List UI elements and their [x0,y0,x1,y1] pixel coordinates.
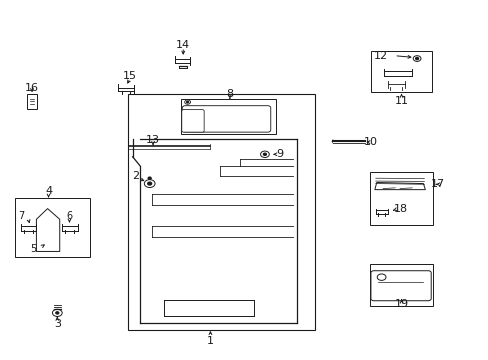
Circle shape [415,58,418,60]
Circle shape [263,153,266,156]
Text: 3: 3 [54,319,61,329]
Circle shape [186,102,188,103]
Text: 8: 8 [226,89,233,99]
Bar [15,198,90,257]
FancyBboxPatch shape [182,106,270,132]
Text: 2: 2 [132,171,140,181]
Circle shape [147,182,151,185]
Polygon shape [374,183,425,190]
Polygon shape [36,208,60,251]
Bar [127,94,314,330]
Bar [370,51,431,93]
Circle shape [148,177,151,179]
Text: 10: 10 [363,137,377,147]
Text: 9: 9 [275,149,283,159]
Circle shape [56,312,59,314]
Text: 5: 5 [30,244,36,254]
Bar [369,172,432,225]
Text: 16: 16 [25,83,39,93]
Text: 11: 11 [394,96,407,107]
Bar [27,94,37,109]
Text: 19: 19 [394,299,408,309]
Bar [181,99,276,134]
Text: 1: 1 [206,336,214,346]
Text: 4: 4 [45,186,52,197]
FancyBboxPatch shape [182,110,203,132]
Text: 12: 12 [373,51,387,61]
Text: 6: 6 [66,211,72,221]
Text: 14: 14 [176,40,190,50]
Bar [369,264,432,306]
Text: 15: 15 [123,71,137,81]
FancyBboxPatch shape [370,271,430,301]
Text: 7: 7 [19,211,25,221]
Text: 13: 13 [146,135,160,145]
Text: 18: 18 [393,203,407,213]
Text: 17: 17 [430,179,444,189]
